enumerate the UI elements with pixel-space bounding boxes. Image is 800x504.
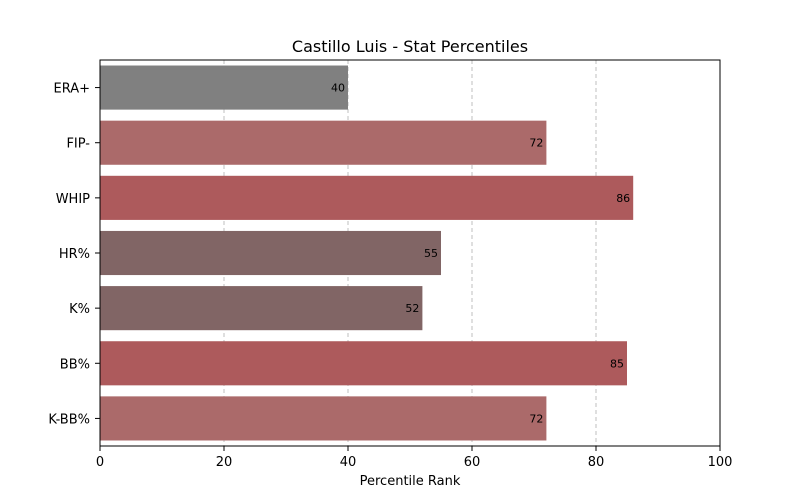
data-label: 72	[529, 412, 543, 425]
x-axis: 0 20 40 60 80 100	[96, 446, 733, 470]
chart-title: Castillo Luis - Stat Percentiles	[292, 37, 528, 56]
bars	[100, 65, 634, 441]
data-label: 85	[610, 357, 624, 370]
data-label: 55	[424, 247, 438, 260]
y-tick-label: ERA+	[53, 82, 90, 97]
data-label: 86	[616, 192, 630, 205]
x-tick-label: 40	[340, 455, 357, 470]
x-tick-label: 20	[216, 455, 233, 470]
data-label: 52	[405, 302, 419, 315]
data-labels: 40 72 86 55 52 85 72	[331, 82, 630, 426]
bar	[100, 175, 634, 220]
bar	[100, 230, 441, 276]
x-axis-label: Percentile Rank	[360, 474, 461, 489]
bar	[100, 396, 547, 441]
x-tick-label: 100	[708, 455, 733, 470]
bar	[100, 341, 627, 386]
y-tick-label: WHIP	[56, 192, 90, 207]
y-tick-label: FIP-	[66, 137, 90, 152]
data-label: 72	[529, 137, 543, 150]
y-tick-label: BB%	[60, 357, 90, 372]
x-tick-label: 60	[464, 455, 481, 470]
x-tick-label: 80	[588, 455, 605, 470]
bar	[100, 65, 348, 110]
y-axis: ERA+ FIP- WHIP HR% K% BB% K-BB%	[48, 82, 100, 427]
y-tick-label: HR%	[59, 247, 90, 262]
x-tick-label: 0	[96, 455, 104, 470]
bar	[100, 120, 547, 165]
y-tick-label: K%	[69, 302, 90, 317]
data-label: 40	[331, 82, 345, 95]
y-tick-label: K-BB%	[48, 412, 90, 427]
bar	[100, 286, 423, 331]
